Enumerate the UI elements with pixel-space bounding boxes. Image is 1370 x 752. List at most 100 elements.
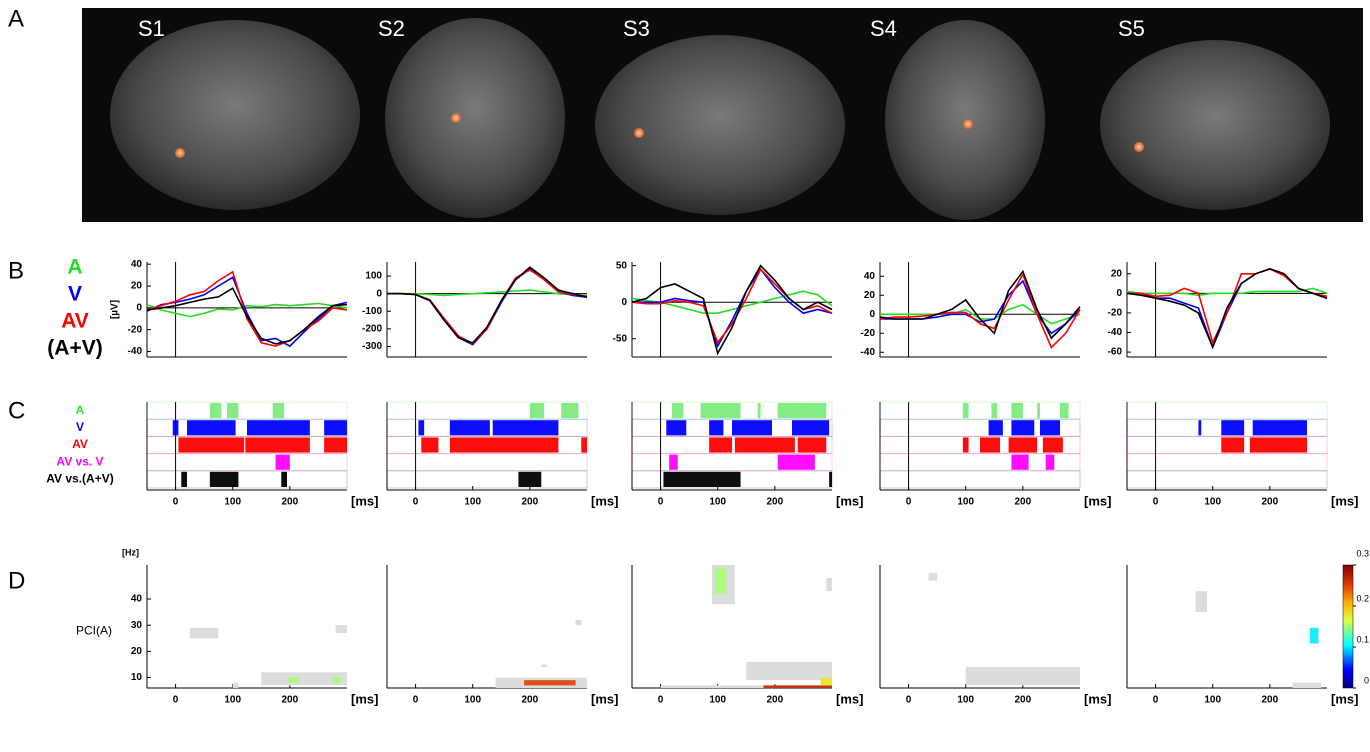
- significance-bar: [1060, 403, 1069, 418]
- significance-bar: [709, 420, 723, 435]
- y-tick-label: 50: [616, 260, 628, 271]
- x-tick-label: 0: [1153, 497, 1159, 508]
- erp-line: [387, 269, 587, 345]
- colorbar-tick-label: 0: [1364, 675, 1369, 685]
- significant-region: [336, 625, 347, 633]
- significance-bar: [450, 420, 490, 435]
- y-tick-label: -100: [362, 306, 382, 317]
- significance-bar: [1221, 420, 1244, 435]
- x-tick-label: 0: [658, 497, 664, 508]
- pci-cluster: [333, 678, 342, 683]
- erp-line: [1127, 269, 1327, 342]
- x-tick-label: 200: [1015, 695, 1032, 706]
- significance-bar: [672, 403, 683, 418]
- significance-bar: [1221, 437, 1244, 452]
- row-band: [387, 471, 587, 488]
- y-tick-label: -50: [613, 333, 628, 344]
- significant-region: [826, 578, 832, 591]
- x-tick-label: 0: [658, 695, 664, 706]
- significance-bar: [493, 420, 559, 435]
- row-band: [880, 402, 1080, 419]
- x-tick-label: 100: [224, 497, 241, 508]
- significant-region: [746, 662, 832, 680]
- x-tick-label: 100: [709, 695, 726, 706]
- x-tick-label: 200: [522, 497, 539, 508]
- row-band: [1127, 471, 1327, 488]
- x-tick-label: 100: [1204, 695, 1221, 706]
- panel-label: B: [8, 257, 24, 284]
- erp-line: [632, 269, 832, 342]
- erp-line: [880, 272, 1080, 339]
- x-tick-label: 0: [906, 695, 912, 706]
- x-tick-label: 200: [282, 497, 299, 508]
- panel-label: D: [8, 567, 25, 594]
- y-tick-label: 40: [864, 271, 876, 282]
- x-tick-label: 0: [413, 695, 419, 706]
- significance-bar: [518, 472, 541, 487]
- significance-bar: [530, 403, 544, 418]
- row-band: [387, 402, 587, 419]
- legend-entry: (A+V): [47, 337, 102, 360]
- significance-bar: [829, 472, 832, 487]
- significance-bar: [669, 455, 678, 470]
- significance-bar: [778, 403, 827, 418]
- significance-bar: [666, 420, 686, 435]
- electrode: [451, 113, 461, 123]
- significance-bar: [792, 420, 829, 435]
- significance-bar: [187, 420, 236, 435]
- significance-bar: [324, 437, 347, 452]
- row-band: [387, 454, 587, 471]
- significance-bar: [798, 437, 827, 452]
- row-label: AV vs. V: [56, 454, 103, 468]
- x-tick-label: 100: [709, 497, 726, 508]
- significant-region: [541, 664, 547, 667]
- significance-bar: [581, 437, 587, 452]
- significance-bar: [1043, 437, 1063, 452]
- significance-bar: [273, 403, 284, 418]
- subject-label: S2: [378, 16, 405, 41]
- erp-line: [387, 267, 587, 343]
- x-tick-label: 200: [1015, 497, 1032, 508]
- x-tick-label: 200: [282, 695, 299, 706]
- significance-bar: [450, 437, 559, 452]
- y-tick-label: -20: [861, 328, 876, 339]
- legend-entry: A: [67, 256, 82, 279]
- significance-bar: [1011, 420, 1034, 435]
- x-axis-label: [ms]: [1084, 691, 1111, 706]
- significance-bar: [1198, 420, 1201, 435]
- x-tick-label: 100: [464, 497, 481, 508]
- y-tick-label: 10: [131, 672, 143, 683]
- y-tick-label: 0: [869, 309, 875, 320]
- electrode: [963, 119, 973, 129]
- subject-label: S1: [138, 16, 165, 41]
- colorbar-tick-label: 0.3: [1356, 548, 1369, 558]
- significance-bar: [227, 403, 238, 418]
- significance-bar: [701, 403, 741, 418]
- x-tick-label: 200: [1262, 497, 1279, 508]
- y-tick-label: 0: [1116, 288, 1122, 299]
- significant-region: [966, 667, 1080, 685]
- x-tick-label: 0: [413, 497, 419, 508]
- x-axis-label: [ms]: [591, 493, 618, 508]
- significant-region: [233, 683, 239, 688]
- pci-cluster: [763, 685, 832, 688]
- figure: ABCDS1S2S3S4S5-40-2002040[µV]AVAV(A+V)-3…: [0, 0, 1370, 747]
- pci-cluster: [524, 680, 575, 685]
- y-tick-label: -200: [362, 323, 382, 334]
- significance-bar: [210, 472, 239, 487]
- x-tick-label: 100: [957, 497, 974, 508]
- significance-bar: [778, 455, 815, 470]
- x-tick-label: 0: [906, 497, 912, 508]
- significance-bar: [245, 437, 310, 452]
- row-band: [1127, 402, 1327, 419]
- x-tick-label: 100: [957, 695, 974, 706]
- significance-bar: [1253, 420, 1307, 435]
- pci-cluster: [715, 568, 726, 594]
- x-tick-label: 0: [173, 695, 179, 706]
- significant-region: [929, 573, 938, 581]
- x-axis-label: [ms]: [591, 691, 618, 706]
- annotation: PCI(A): [76, 624, 112, 638]
- significance-bar: [418, 420, 424, 435]
- y-tick-label: 0: [376, 288, 382, 299]
